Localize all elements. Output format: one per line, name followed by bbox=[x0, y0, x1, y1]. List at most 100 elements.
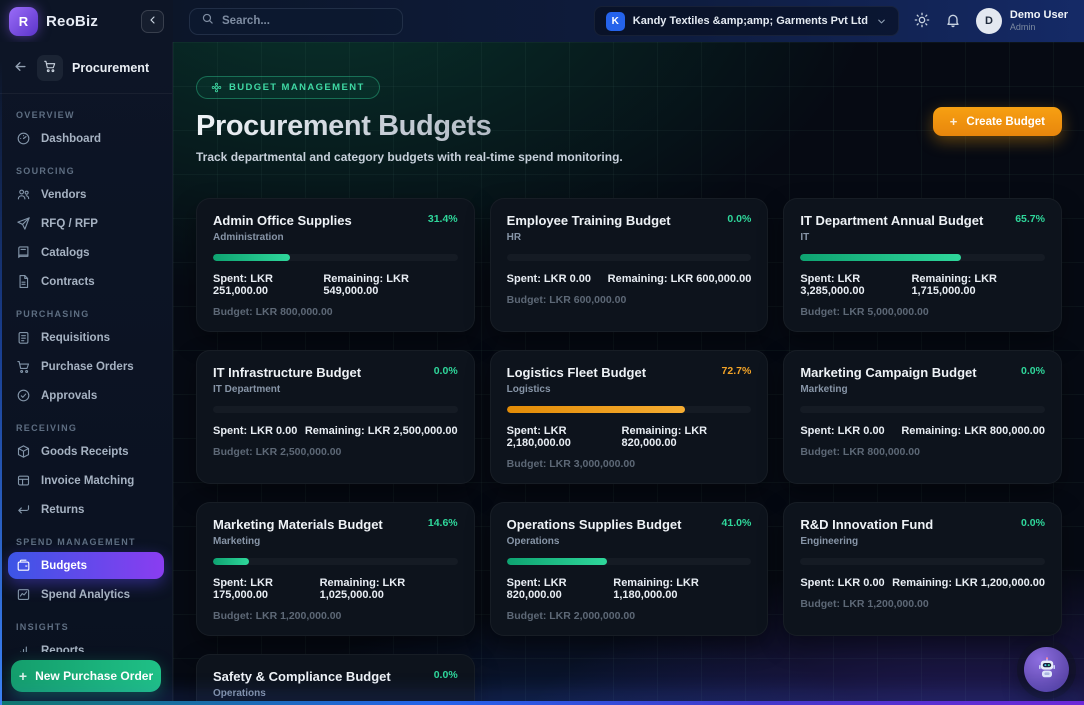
wallet-icon bbox=[16, 558, 31, 573]
sidebar-item-vendors[interactable]: Vendors bbox=[8, 181, 164, 208]
sidebar-item-label: Dashboard bbox=[41, 132, 102, 145]
budget-department: Logistics bbox=[506, 384, 551, 395]
sidebar-cta-wrap: + New Purchase Order bbox=[0, 652, 172, 705]
create-budget-button[interactable]: + Create Budget bbox=[932, 107, 1062, 136]
chart-line-icon bbox=[16, 587, 31, 602]
package-icon bbox=[16, 444, 31, 459]
budget-name: IT Infrastructure Budget bbox=[213, 365, 362, 380]
sidebar-item-catalogs[interactable]: Catalogs bbox=[8, 239, 164, 266]
budget-progress-fill bbox=[213, 558, 249, 565]
budget-card[interactable]: R&D Innovation Fund Engineering 0.0% Spe… bbox=[783, 502, 1062, 636]
sidebar-item-approvals[interactable]: Approvals bbox=[8, 382, 164, 409]
badge-label: BUDGET MANAGEMENT bbox=[229, 82, 365, 93]
budget-name: Marketing Campaign Budget bbox=[800, 365, 977, 380]
budget-progress-bar bbox=[213, 254, 458, 261]
sidebar-item-label: Returns bbox=[41, 503, 85, 516]
budget-spent: Spent: LKR 0.00 bbox=[800, 425, 885, 437]
budget-total: Budget: LKR 800,000.00 bbox=[800, 446, 920, 458]
budget-utilization-percent: 65.7% bbox=[1015, 213, 1045, 225]
file-icon bbox=[16, 274, 31, 289]
budget-management-badge: BUDGET MANAGEMENT bbox=[196, 76, 380, 99]
budget-progress-bar bbox=[506, 406, 752, 413]
budget-department: HR bbox=[506, 232, 522, 243]
search-input[interactable] bbox=[222, 15, 391, 27]
new-purchase-order-label: New Purchase Order bbox=[35, 669, 154, 683]
budget-remaining: Remaining: LKR 800,000.00 bbox=[901, 425, 1045, 437]
chart-bar-icon bbox=[16, 643, 31, 652]
budget-remaining: Remaining: LKR 549,000.00 bbox=[323, 273, 409, 297]
budget-card[interactable]: Marketing Materials Budget Marketing 14.… bbox=[196, 502, 475, 636]
procurement-module-icon bbox=[37, 55, 63, 81]
sidebar-collapse-button[interactable] bbox=[141, 9, 164, 33]
notifications-button[interactable] bbox=[945, 12, 961, 31]
sidebar-item-reports[interactable]: Reports bbox=[8, 637, 164, 652]
theme-toggle-button[interactable] bbox=[914, 12, 930, 31]
module-title: Procurement bbox=[72, 61, 150, 75]
budget-utilization-percent: 0.0% bbox=[433, 669, 458, 681]
user-menu[interactable]: D Demo User Admin bbox=[975, 8, 1068, 34]
budget-card[interactable]: IT Infrastructure Budget IT Department 0… bbox=[196, 350, 475, 484]
section-label-spend-management: SPEND MANAGEMENT bbox=[16, 537, 136, 547]
budget-spent: Spent: LKR 0.00 bbox=[800, 577, 885, 589]
invoice-icon bbox=[16, 473, 31, 488]
budget-name: Operations Supplies Budget bbox=[506, 517, 682, 532]
sidebar-item-purchase-orders[interactable]: Purchase Orders bbox=[8, 353, 164, 380]
sidebar-item-label: Contracts bbox=[41, 275, 95, 288]
new-purchase-order-button[interactable]: + New Purchase Order bbox=[11, 660, 161, 692]
budget-card[interactable]: Operations Supplies Budget Operations 41… bbox=[489, 502, 769, 636]
budget-utilization-percent: 14.6% bbox=[427, 517, 458, 529]
sidebar-item-contracts[interactable]: Contracts bbox=[8, 268, 164, 295]
budget-spent: Spent: LKR 0.00 bbox=[506, 273, 592, 285]
budget-utilization-percent: 0.0% bbox=[1021, 517, 1045, 529]
sidebar-item-spend-analytics[interactable]: Spend Analytics bbox=[8, 581, 164, 608]
budget-department: Administration bbox=[213, 232, 284, 243]
budget-utilization-percent: 41.0% bbox=[721, 517, 752, 529]
budget-utilization-percent: 0.0% bbox=[727, 213, 752, 225]
budget-card[interactable]: Admin Office Supplies Administration 31.… bbox=[196, 198, 475, 332]
sidebar-item-dashboard[interactable]: Dashboard bbox=[8, 125, 164, 152]
budget-utilization-percent: 0.0% bbox=[1021, 365, 1045, 377]
section-label-receiving: RECEIVING bbox=[16, 423, 78, 433]
section-label-overview: OVERVIEW bbox=[16, 110, 75, 120]
budget-card[interactable]: IT Department Annual Budget IT 65.7% Spe… bbox=[783, 198, 1062, 332]
search-box[interactable] bbox=[189, 7, 403, 35]
company-selector[interactable]: K Kandy Textiles &amp;amp; Garments Pvt … bbox=[593, 6, 899, 36]
sidebar-item-returns[interactable]: Returns bbox=[8, 496, 164, 523]
plus-icon: + bbox=[18, 668, 28, 684]
sidebar-item-label: Requisitions bbox=[41, 331, 111, 344]
budget-total: Budget: LKR 1,200,000.00 bbox=[800, 598, 929, 610]
budget-total: Budget: LKR 2,500,000.00 bbox=[213, 446, 342, 458]
budget-card[interactable]: Employee Training Budget HR 0.0% Spent: … bbox=[489, 198, 769, 332]
page-header: BUDGET MANAGEMENT Procurement Budgets Tr… bbox=[196, 76, 1062, 164]
sidebar-item-invoice-matching[interactable]: Invoice Matching bbox=[8, 467, 164, 494]
company-name: Kandy Textiles &amp;amp; Garments Pvt Lt… bbox=[632, 15, 868, 27]
sidebar-item-rfq-rfp[interactable]: RFQ / RFP bbox=[8, 210, 164, 237]
budget-card[interactable]: Logistics Fleet Budget Logistics 72.7% S… bbox=[489, 350, 769, 484]
sidebar-item-label: Reports bbox=[41, 644, 85, 653]
budget-remaining: Remaining: LKR 2,500,000.00 bbox=[304, 425, 458, 437]
sidebar-item-goods-receipts[interactable]: Goods Receipts bbox=[8, 438, 164, 465]
budget-cards-grid: Admin Office Supplies Administration 31.… bbox=[196, 198, 1062, 705]
sidebar-item-budgets[interactable]: Budgets bbox=[8, 552, 164, 579]
sidebar-item-label: Budgets bbox=[41, 559, 87, 572]
back-button[interactable] bbox=[13, 59, 28, 77]
budget-progress-fill bbox=[800, 254, 962, 261]
budget-progress-bar bbox=[213, 406, 458, 413]
sidebar-item-requisitions[interactable]: Requisitions bbox=[8, 324, 164, 351]
check-circle-icon bbox=[16, 388, 31, 403]
plus-icon: + bbox=[949, 114, 958, 129]
budget-total: Budget: LKR 600,000.00 bbox=[506, 294, 627, 306]
budget-department: Operations bbox=[213, 688, 266, 699]
budget-total: Budget: LKR 3,000,000.00 bbox=[506, 458, 636, 470]
budget-card[interactable]: Safety & Compliance Budget Operations 0.… bbox=[196, 654, 475, 705]
budget-progress-bar bbox=[213, 558, 458, 565]
main-content: BUDGET MANAGEMENT Procurement Budgets Tr… bbox=[173, 42, 1084, 705]
budget-progress-bar bbox=[800, 254, 1045, 261]
assistant-chat-button[interactable] bbox=[1024, 647, 1069, 692]
budget-card[interactable]: Marketing Campaign Budget Marketing 0.0%… bbox=[783, 350, 1062, 484]
budget-name: Employee Training Budget bbox=[506, 213, 671, 228]
budget-name: R&D Innovation Fund bbox=[800, 517, 934, 532]
return-icon bbox=[16, 502, 31, 517]
budget-remaining: Remaining: LKR 600,000.00 bbox=[607, 273, 752, 285]
sidebar-item-label: Spend Analytics bbox=[41, 588, 131, 601]
